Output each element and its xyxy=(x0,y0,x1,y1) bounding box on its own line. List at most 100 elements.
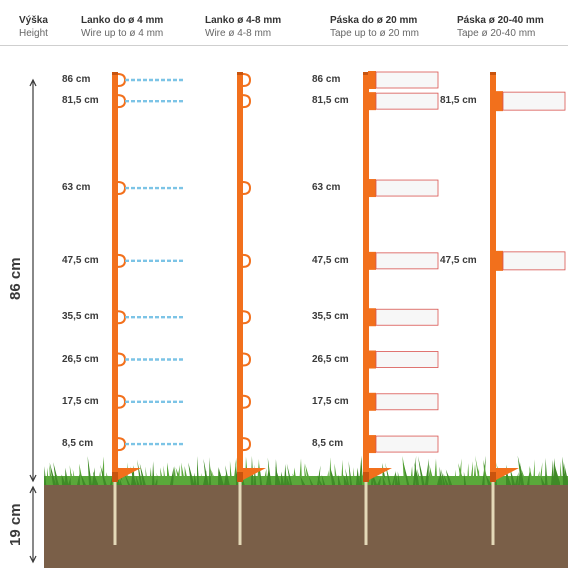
post-wire-small xyxy=(112,72,185,545)
wire-height-label: 8,5 cm xyxy=(62,438,94,450)
tape-clip xyxy=(368,308,376,327)
wide-tape-height-label: 47,5 cm xyxy=(440,254,477,266)
tape-height-label: 81,5 cm xyxy=(312,95,349,107)
grass-blade xyxy=(377,476,381,485)
post-spike xyxy=(113,480,117,545)
wire-height-label: 81,5 cm xyxy=(62,95,99,107)
grass-blade xyxy=(135,475,140,485)
grass-blade xyxy=(303,463,308,485)
grass-blade xyxy=(403,461,410,485)
grass-blade xyxy=(98,471,102,485)
grass-blade xyxy=(47,467,50,485)
wire-height-label: 35,5 cm xyxy=(62,311,99,323)
axis-arrow-bottom xyxy=(29,555,37,564)
post-insulator-hook xyxy=(117,73,127,87)
grass-blade xyxy=(482,455,486,485)
grass-blade xyxy=(560,461,563,485)
post-shaft xyxy=(363,72,369,474)
grass-blade xyxy=(211,469,218,485)
grass-strip xyxy=(44,455,568,485)
header-column-4-title: Páska ø 20-40 mm xyxy=(457,15,544,26)
tape-strip xyxy=(375,435,439,453)
grass-blade xyxy=(418,456,425,485)
tape-height-label: 86 cm xyxy=(312,74,341,85)
tape-height-label: 63 cm xyxy=(312,182,341,194)
grass-blade xyxy=(414,462,420,485)
grass-blade xyxy=(175,467,183,485)
grass-blade xyxy=(321,474,326,485)
axis-arrow-top xyxy=(29,78,37,87)
grass-blade xyxy=(49,462,56,485)
below-ground-depth-label: 19 cm xyxy=(7,503,24,546)
grass-blade xyxy=(330,466,336,485)
height-axis xyxy=(29,78,37,564)
wide-tape-clip xyxy=(495,91,503,112)
grass-blade xyxy=(434,458,438,485)
post-foot-step xyxy=(113,468,141,480)
grass-blade xyxy=(152,461,155,485)
post-spike xyxy=(238,480,242,545)
post-insulator-hook xyxy=(117,437,127,452)
grass-blade xyxy=(80,474,86,485)
wide-tape-strip xyxy=(502,91,566,111)
grass-blade xyxy=(209,457,212,485)
grass-blade xyxy=(529,465,534,485)
grass-blade xyxy=(385,462,392,485)
grass-blade xyxy=(554,464,561,485)
grass-blade xyxy=(308,476,314,485)
grass-blade xyxy=(348,461,353,485)
grass-blade xyxy=(225,465,230,485)
post-insulator-hook xyxy=(117,394,127,409)
grass-blade xyxy=(510,468,516,485)
grass-blade xyxy=(200,472,203,485)
post-foot xyxy=(363,472,369,482)
grass-blade xyxy=(520,467,528,485)
grass-blade xyxy=(137,459,143,485)
grass-blade xyxy=(233,457,237,485)
grass-blade xyxy=(536,470,540,485)
grass-blade xyxy=(337,474,341,485)
grass-blade xyxy=(119,476,126,485)
post-cap xyxy=(363,72,369,75)
grass-blade xyxy=(69,464,74,485)
tape-height-label: 35,5 cm xyxy=(312,311,349,323)
grass-blade xyxy=(463,471,467,485)
grass-blade xyxy=(156,472,161,485)
grass-blade xyxy=(416,468,422,485)
header-column-1-subtitle: Wire up to ø 4 mm xyxy=(81,28,164,39)
wire-height-label: 86 cm xyxy=(62,74,91,85)
grass-blade xyxy=(139,463,146,485)
grass-blade xyxy=(145,466,149,485)
grass-blade xyxy=(455,469,458,485)
post-wire-large xyxy=(237,72,266,545)
grass-blade xyxy=(312,475,317,485)
grass-blade xyxy=(428,469,432,485)
post-foot xyxy=(112,472,118,482)
post-cap xyxy=(237,72,243,75)
grass-blade xyxy=(173,466,177,485)
grass-blade xyxy=(445,469,453,485)
grass-blade xyxy=(284,464,287,485)
grass-blade xyxy=(392,470,396,485)
grass-blade xyxy=(281,471,285,485)
header-column-2-subtitle: Wire ø 4-8 mm xyxy=(205,28,272,39)
grass-blade xyxy=(257,458,261,485)
grass-blade xyxy=(356,467,360,485)
grass-blade xyxy=(110,471,114,485)
header-column-1: Lanko do ø 4 mm Wire up to ø 4 mm xyxy=(81,14,163,40)
grass-blade xyxy=(55,473,63,485)
tape-clip xyxy=(368,392,376,411)
grass-blade xyxy=(546,473,552,485)
grass-blade xyxy=(163,465,167,485)
post-insulator-hook xyxy=(242,394,252,409)
posts-layer xyxy=(112,71,566,545)
post-insulator-hook xyxy=(117,94,127,109)
post-insulator-hook xyxy=(242,73,252,87)
tape-clip xyxy=(368,350,376,369)
grass-blade xyxy=(130,466,137,485)
post-insulator-hook xyxy=(242,181,252,196)
grass-blade xyxy=(124,473,131,485)
grass-blade xyxy=(467,462,470,485)
